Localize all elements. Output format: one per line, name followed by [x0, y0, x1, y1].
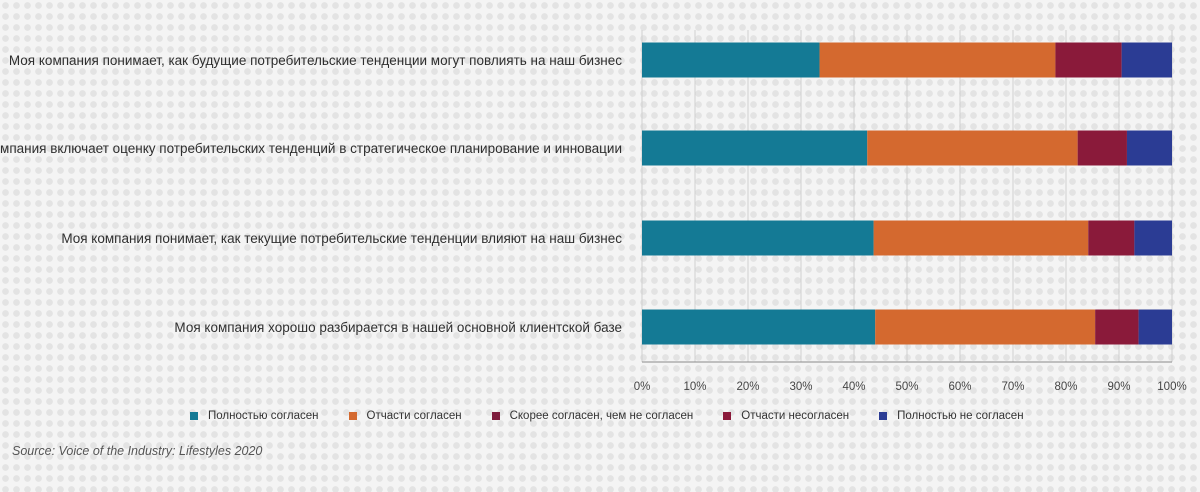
bar-segment	[1121, 42, 1172, 78]
bar-segment	[1055, 42, 1122, 78]
bar-segment	[873, 220, 1089, 256]
x-tick-label: 0%	[634, 381, 651, 393]
bar-segment	[1138, 309, 1172, 345]
x-tick-label: 10%	[683, 381, 706, 393]
bar-segment	[1088, 220, 1135, 256]
bar-segment	[642, 220, 874, 256]
legend-swatch	[190, 412, 198, 420]
x-tick-label: 20%	[736, 381, 759, 393]
legend-swatch	[491, 412, 500, 420]
bar-segment	[819, 42, 1056, 78]
legend-label: Отчасти несогласен	[741, 410, 850, 422]
bar-segment	[1095, 309, 1139, 345]
legend-item: Отчасти несогласен	[723, 410, 849, 422]
x-tick-label: 100%	[1157, 381, 1186, 393]
category-label: Моя компания понимает, как будущие потре…	[9, 53, 622, 68]
legend-label: Полностью не согласен	[897, 410, 1024, 422]
bar-segment	[642, 130, 868, 166]
bar-segment	[642, 42, 820, 78]
category-label: Моя компания хорошо разбирается в нашей …	[174, 320, 622, 335]
category-label: Моя компания включает оценку потребитель…	[0, 141, 622, 156]
x-tick-label: 70%	[1001, 381, 1024, 393]
x-tick-label: 80%	[1054, 381, 1077, 393]
source-note: Source: Voice of the Industry: Lifestyle…	[12, 444, 263, 458]
legend-item: Полностью согласен	[190, 410, 319, 422]
legend-label: Скорее согласен, чем не согласен	[509, 410, 694, 422]
bar-segment	[1134, 220, 1172, 256]
category-label: Моя компания понимает, как текущие потре…	[61, 231, 622, 246]
chart-legend: Полностью согласен Отчасти согласен Скорее…	[190, 410, 1054, 422]
bar-segment	[1077, 130, 1127, 166]
legend-label: Полностью согласен	[208, 410, 319, 422]
legend-item: Скорее согласен, чем не согласен	[491, 410, 694, 422]
x-tick-label: 40%	[842, 381, 865, 393]
legend-swatch	[879, 412, 888, 420]
x-tick-label: 60%	[948, 381, 971, 393]
bar-segment	[642, 309, 876, 345]
bar-segment	[1126, 130, 1172, 166]
legend-label: Отчасти согласен	[366, 410, 462, 422]
bar-segment	[867, 130, 1078, 166]
bar-segment	[875, 309, 1096, 345]
x-tick-label: 90%	[1107, 381, 1130, 393]
x-tick-label: 50%	[895, 381, 918, 393]
legend-item: Отчасти согласен	[348, 410, 462, 422]
legend-item: Полностью не согласен	[879, 410, 1024, 422]
legend-swatch	[348, 412, 357, 420]
legend-swatch	[723, 412, 732, 420]
x-tick-label: 30%	[789, 381, 812, 393]
